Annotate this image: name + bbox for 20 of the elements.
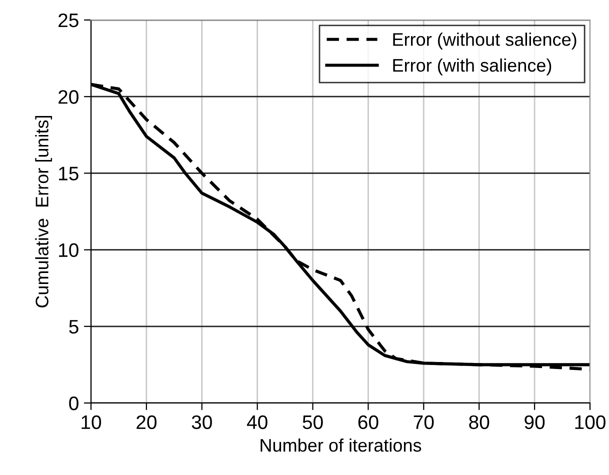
- x-tick-label: 70: [414, 415, 434, 430]
- y-axis-title: Cumulative Error [units]: [35, 116, 52, 308]
- x-tick-label: 40: [246, 415, 268, 430]
- y-tick-label: 5: [69, 320, 78, 334]
- legend-label: Error (with salience): [393, 58, 552, 76]
- y-tick-label: 25: [58, 13, 78, 28]
- x-axis-title: Number of iterations: [260, 438, 422, 452]
- x-tick-label: 80: [469, 415, 490, 430]
- x-tick-label: 90: [524, 415, 545, 430]
- x-tick-label: 10: [82, 415, 102, 430]
- x-tick-label: 100: [575, 415, 606, 430]
- y-tick-label: 20: [58, 90, 78, 104]
- y-tick-label: 10: [59, 243, 78, 258]
- x-tick-label: 50: [302, 415, 323, 430]
- x-tick-label: 60: [358, 415, 378, 430]
- y-tick-label: 0: [69, 396, 78, 410]
- legend-label: Error (without salience): [393, 32, 576, 50]
- y-tick-label: 15: [59, 166, 78, 180]
- x-tick-label: 20: [136, 415, 156, 430]
- x-tick-label: 30: [192, 415, 212, 430]
